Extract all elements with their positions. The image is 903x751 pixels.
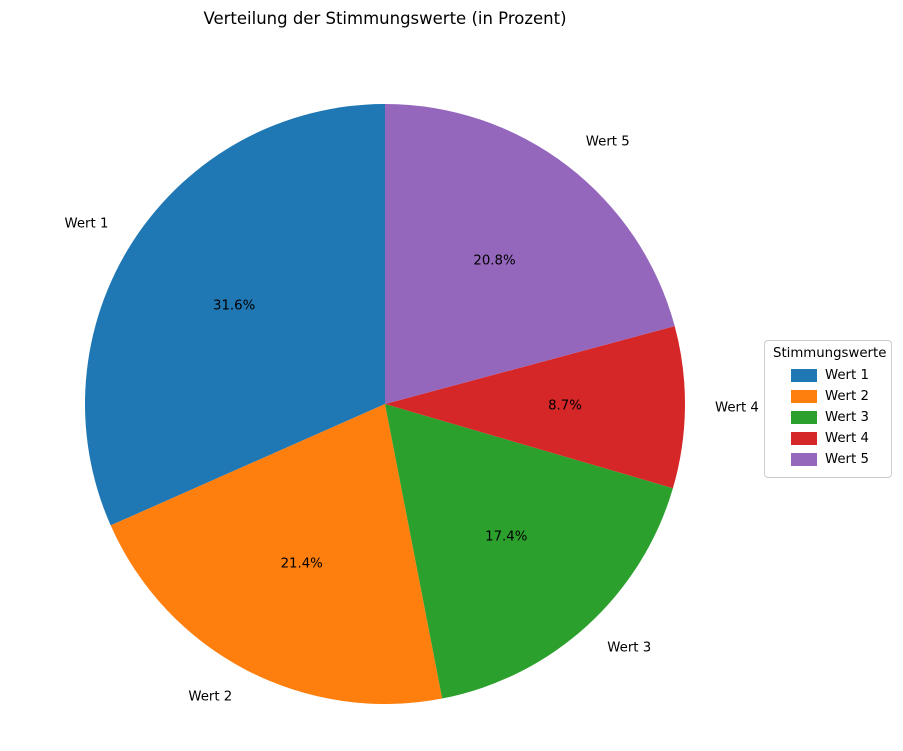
slice-label-wert-2: Wert 2 (188, 688, 233, 704)
legend-items: Wert 1 Wert 2 Wert 3 Wert 4 Wert 5 (773, 365, 883, 470)
legend-label-wert-3: Wert 3 (825, 410, 869, 425)
legend-swatch-wert-4 (791, 432, 817, 445)
slice-label-wert-1: Wert 1 (64, 216, 109, 232)
pct-label-wert-3: 17.4% (485, 529, 528, 545)
legend-item-wert-5: Wert 5 (773, 449, 883, 470)
pie-slice-wert-3 (385, 404, 673, 699)
legend-label-wert-2: Wert 2 (825, 389, 869, 404)
legend-swatch-wert-2 (791, 390, 817, 403)
pie-slice-wert-2 (110, 404, 443, 705)
legend-label-wert-1: Wert 1 (825, 368, 869, 383)
pie-slice-wert-5 (385, 104, 675, 404)
legend-label-wert-4: Wert 4 (825, 431, 869, 446)
pie-slice-wert-1 (85, 104, 386, 526)
legend-item-wert-1: Wert 1 (773, 365, 883, 386)
legend-swatch-wert-1 (791, 369, 817, 382)
legend-item-wert-3: Wert 3 (773, 407, 883, 428)
chart-title: Verteilung der Stimmungswerte (in Prozen… (203, 9, 567, 28)
legend-item-wert-4: Wert 4 (773, 428, 883, 449)
legend-swatch-wert-5 (791, 453, 817, 466)
pie-slice-wert-4 (385, 326, 685, 489)
slice-label-wert-4: Wert 4 (714, 399, 759, 415)
legend-swatch-wert-3 (791, 411, 817, 424)
pct-label-wert-2: 21.4% (280, 555, 323, 571)
legend-label-wert-5: Wert 5 (825, 452, 869, 467)
pct-label-wert-4: 8.7% (548, 398, 582, 414)
slice-label-wert-3: Wert 3 (607, 640, 652, 656)
legend-item-wert-2: Wert 2 (773, 386, 883, 407)
slice-label-wert-5: Wert 5 (585, 134, 630, 150)
legend-title: Stimmungswerte (773, 346, 887, 361)
pct-label-wert-5: 20.8% (473, 253, 516, 269)
pct-label-wert-1: 31.6% (213, 298, 256, 314)
